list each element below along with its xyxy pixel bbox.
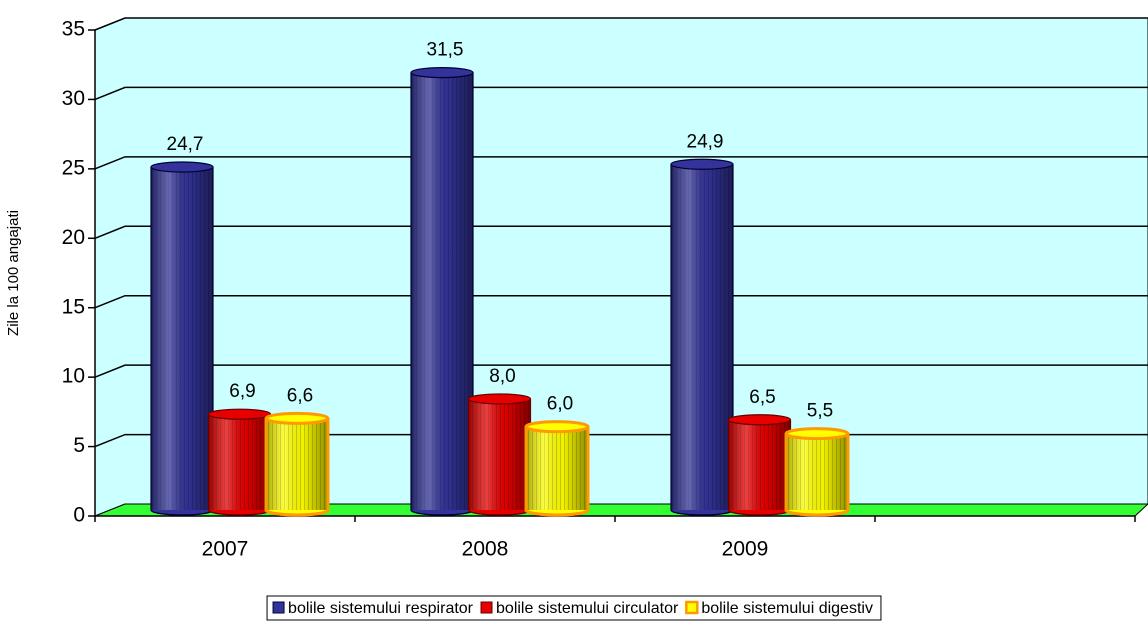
bar-outline xyxy=(524,426,590,517)
y-tick-label: 15 xyxy=(62,295,85,318)
bar-outline xyxy=(784,433,850,517)
value-label: 5,5 xyxy=(807,401,833,422)
grid-line xyxy=(94,364,1148,378)
bar xyxy=(264,411,330,517)
grid-line xyxy=(94,86,1148,101)
legend-swatch xyxy=(685,600,699,615)
bar xyxy=(410,66,474,516)
x-tick-label: 2009 xyxy=(722,538,769,561)
bar xyxy=(670,158,734,516)
value-label: 8,0 xyxy=(489,366,515,387)
bar-shade xyxy=(671,164,733,510)
bar-top xyxy=(150,161,214,173)
bar xyxy=(150,161,214,516)
x-tick-label: 2008 xyxy=(462,538,509,561)
grid-line xyxy=(94,17,1148,31)
bar-shade xyxy=(208,414,271,510)
bar xyxy=(784,427,850,517)
legend-swatch xyxy=(272,601,285,614)
bar-top xyxy=(524,420,590,434)
bar-top xyxy=(264,411,330,425)
grid-line xyxy=(94,156,1148,170)
legend-label: bolile sistemului respirator xyxy=(288,600,474,617)
y-tick-label: 0 xyxy=(73,504,85,527)
y-tick-label: 5 xyxy=(73,434,85,457)
legend-label: bolile sistemului circulator xyxy=(496,600,679,617)
value-label: 6,6 xyxy=(287,385,313,406)
bar-shade xyxy=(786,433,848,510)
bar-shade xyxy=(151,167,213,510)
legend-label: bolile sistemului digestiv xyxy=(701,600,873,617)
legend-box xyxy=(266,595,882,621)
bar-top xyxy=(784,427,850,441)
bar-shade xyxy=(728,419,791,510)
bar-top xyxy=(207,408,272,420)
value-label: 24,7 xyxy=(167,134,204,155)
y-tick-label: 25 xyxy=(62,156,85,179)
bar-top xyxy=(467,393,532,405)
y-axis-title: Zile la 100 angajati xyxy=(5,210,22,336)
value-label: 6,0 xyxy=(547,394,573,415)
marks: 24,7 6,9 6,6 31,5 8,0 6,0 24,9 6,5 5,5 xyxy=(150,40,850,517)
bar-shade xyxy=(411,72,473,510)
bar-shade xyxy=(266,418,328,510)
bar xyxy=(727,414,792,516)
grid-line xyxy=(94,294,1148,309)
bar-shade xyxy=(526,426,588,510)
bar xyxy=(207,408,272,516)
bar-top xyxy=(727,414,792,426)
bar xyxy=(467,393,532,516)
x-tick-label: 2007 xyxy=(202,538,249,561)
value-label: 24,9 xyxy=(687,131,724,152)
y-tick-label: 30 xyxy=(62,87,85,110)
value-label: 6,5 xyxy=(749,387,775,408)
bar xyxy=(524,420,590,517)
bar-top xyxy=(670,158,734,170)
bar-top xyxy=(410,66,474,79)
legend: bolile sistemului respirator bolile siste… xyxy=(266,595,882,621)
bar-shade xyxy=(468,398,531,510)
y-tick-label: 35 xyxy=(62,18,85,41)
grid-line xyxy=(94,225,1148,239)
value-label: 6,9 xyxy=(229,381,255,402)
y-tick-label: 10 xyxy=(62,365,85,388)
y-tick-label: 20 xyxy=(62,226,85,249)
legend-swatch xyxy=(480,601,493,614)
value-label: 31,5 xyxy=(427,40,464,61)
grid: 0 5 10 15 20 25 30 35 2007 2008 2009 xyxy=(62,17,1148,561)
bar-outline xyxy=(264,418,330,517)
